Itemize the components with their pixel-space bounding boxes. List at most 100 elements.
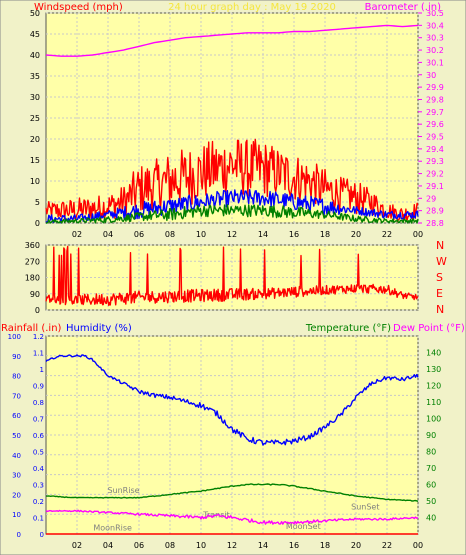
wind-x-tick-label: 04 — [103, 230, 113, 239]
humidity-axis-label: Humidity (%) — [66, 323, 132, 334]
wind-x-tick-label: 08 — [165, 230, 175, 239]
direction-tick-label: 180 — [25, 274, 40, 283]
temperature-tick-label: 120 — [426, 382, 441, 391]
windspeed-tick-label: 20 — [30, 135, 40, 144]
humidity-tick-label: 30 — [12, 472, 21, 480]
barometer-tick-label: 29.1 — [426, 182, 444, 191]
barometer-axis-label: Barometer (.in) — [365, 2, 441, 13]
humidity-tick-label: 10 — [12, 511, 21, 519]
barometer-tick-label: 30.1 — [426, 58, 444, 67]
barometer-tick-label: 29.3 — [426, 157, 444, 166]
direction-tick-label: 360 — [25, 241, 40, 250]
wind-lull-series — [46, 204, 419, 224]
wind-x-tick-label: 14 — [258, 230, 268, 239]
humidity-tick-label: 0 — [17, 531, 21, 539]
wind-x-tick-label: 22 — [382, 230, 392, 239]
rainfall-tick-label: 1.2 — [33, 333, 44, 341]
barometer-tick-label: 28.9 — [426, 207, 444, 216]
temp-x-tick-label: 20 — [351, 541, 361, 550]
rainfall-tick-label: 0.7 — [33, 416, 44, 424]
temperature-tick-label: 70 — [426, 464, 436, 473]
rainfall-tick-label: 0.5 — [33, 449, 44, 457]
humidity-tick-label: 20 — [12, 491, 21, 499]
windspeed-tick-label: 40 — [30, 51, 40, 60]
humidity-tick-label: 40 — [12, 452, 21, 460]
wind-x-tick-label: 18 — [320, 230, 330, 239]
temperature-tick-label: 50 — [426, 497, 436, 506]
wind-x-tick-label: 12 — [227, 230, 237, 239]
windspeed-tick-label: 35 — [30, 72, 40, 81]
rainfall-tick-label: 1.1 — [33, 350, 44, 358]
humidity-tick-label: 80 — [12, 373, 21, 381]
wind-x-tick-label: 20 — [351, 230, 361, 239]
windspeed-tick-label: 30 — [30, 93, 40, 102]
dew-point-series — [45, 509, 419, 525]
windspeed-axis-label: Windspeed (mph) — [34, 2, 123, 13]
graph-title: 24 hour graph day : May 19 2020 — [168, 2, 336, 13]
direction-tick-label: 90 — [30, 290, 40, 299]
temperature-tick-label: 90 — [426, 431, 436, 440]
windspeed-tick-label: 10 — [30, 177, 40, 186]
barometer-tick-label: 29.6 — [426, 120, 444, 129]
compass-label: N — [436, 239, 444, 252]
wind-x-tick-label: 10 — [196, 230, 206, 239]
humidity-tick-label: 90 — [12, 353, 21, 361]
direction-tick-label: 0 — [35, 306, 40, 315]
wind-x-tick-label: 16 — [289, 230, 299, 239]
astro-annotation: MoonSet — [286, 522, 321, 531]
rainfall-tick-label: 0.1 — [33, 515, 44, 523]
temperature-tick-label: 40 — [426, 514, 436, 523]
wind-average-series — [45, 189, 419, 224]
barometer-tick-label: 30.3 — [426, 34, 444, 43]
wind-direction-series — [45, 245, 419, 307]
windspeed-tick-label: 15 — [30, 156, 40, 165]
humidity-tick-label: 70 — [12, 392, 21, 400]
temp-x-tick-label: 18 — [320, 541, 330, 550]
direction-tick-label: 270 — [25, 257, 40, 266]
temperature-tick-label: 100 — [426, 415, 441, 424]
temp-x-tick-label: 14 — [258, 541, 268, 550]
temp-x-tick-label: 06 — [134, 541, 144, 550]
windspeed-tick-label: 50 — [30, 9, 40, 18]
temp-x-tick-label: 08 — [165, 541, 175, 550]
temperature-series — [46, 483, 419, 502]
astro-annotation: SunRise — [107, 486, 139, 495]
temperature-tick-label: 80 — [426, 448, 436, 457]
rainfall-tick-label: 0 — [40, 531, 44, 539]
barometer-tick-label: 30.4 — [426, 21, 444, 30]
humidity-tick-label: 100 — [8, 333, 21, 341]
compass-label: W — [436, 255, 447, 268]
barometer-tick-label: 29.8 — [426, 95, 444, 104]
compass-label: N — [436, 303, 444, 316]
wind-gust-series — [45, 138, 419, 223]
astro-annotation: SunSet — [351, 502, 379, 511]
wind-x-tick-label: 02 — [72, 230, 82, 239]
rainfall-tick-label: 0.4 — [33, 465, 45, 473]
temp-x-tick-label: 16 — [289, 541, 299, 550]
temperature-tick-label: 140 — [426, 349, 441, 358]
temp-x-tick-label: 12 — [227, 541, 237, 550]
barometer-tick-label: 30 — [426, 71, 436, 80]
temp-x-tick-label: 10 — [196, 541, 206, 550]
windspeed-tick-label: 0 — [35, 219, 40, 228]
compass-label: E — [436, 287, 443, 300]
astro-annotation: MoonRise — [93, 524, 132, 533]
rainfall-tick-label: 0.3 — [33, 482, 44, 490]
rainfall-tick-label: 0.8 — [33, 399, 44, 407]
humidity-series — [45, 354, 419, 446]
wind-barometer-panel: 0 5 10 15 20 25 30 35 40 45 50 28.8 28.9 29 29.1 29.2 29… — [30, 9, 444, 239]
temperature-axis-label: Temperature (°F) — [305, 323, 391, 334]
temperature-tick-label: 110 — [426, 398, 441, 407]
compass-label: S — [436, 271, 443, 284]
temperature-tick-label: 60 — [426, 481, 436, 490]
barometer-tick-label: 30.5 — [426, 9, 444, 18]
rainfall-tick-label: 0.6 — [33, 432, 45, 440]
humidity-tick-label: 60 — [12, 412, 21, 420]
barometer-tick-label: 28.8 — [426, 219, 444, 228]
temp-x-tick-label: 00 — [413, 541, 423, 550]
rainfall-axis-label: Rainfall (.in) — [1, 323, 62, 334]
temperature-tick-label: 130 — [426, 365, 441, 374]
dewpoint-axis-label: Dew Point (°F) — [393, 323, 465, 334]
